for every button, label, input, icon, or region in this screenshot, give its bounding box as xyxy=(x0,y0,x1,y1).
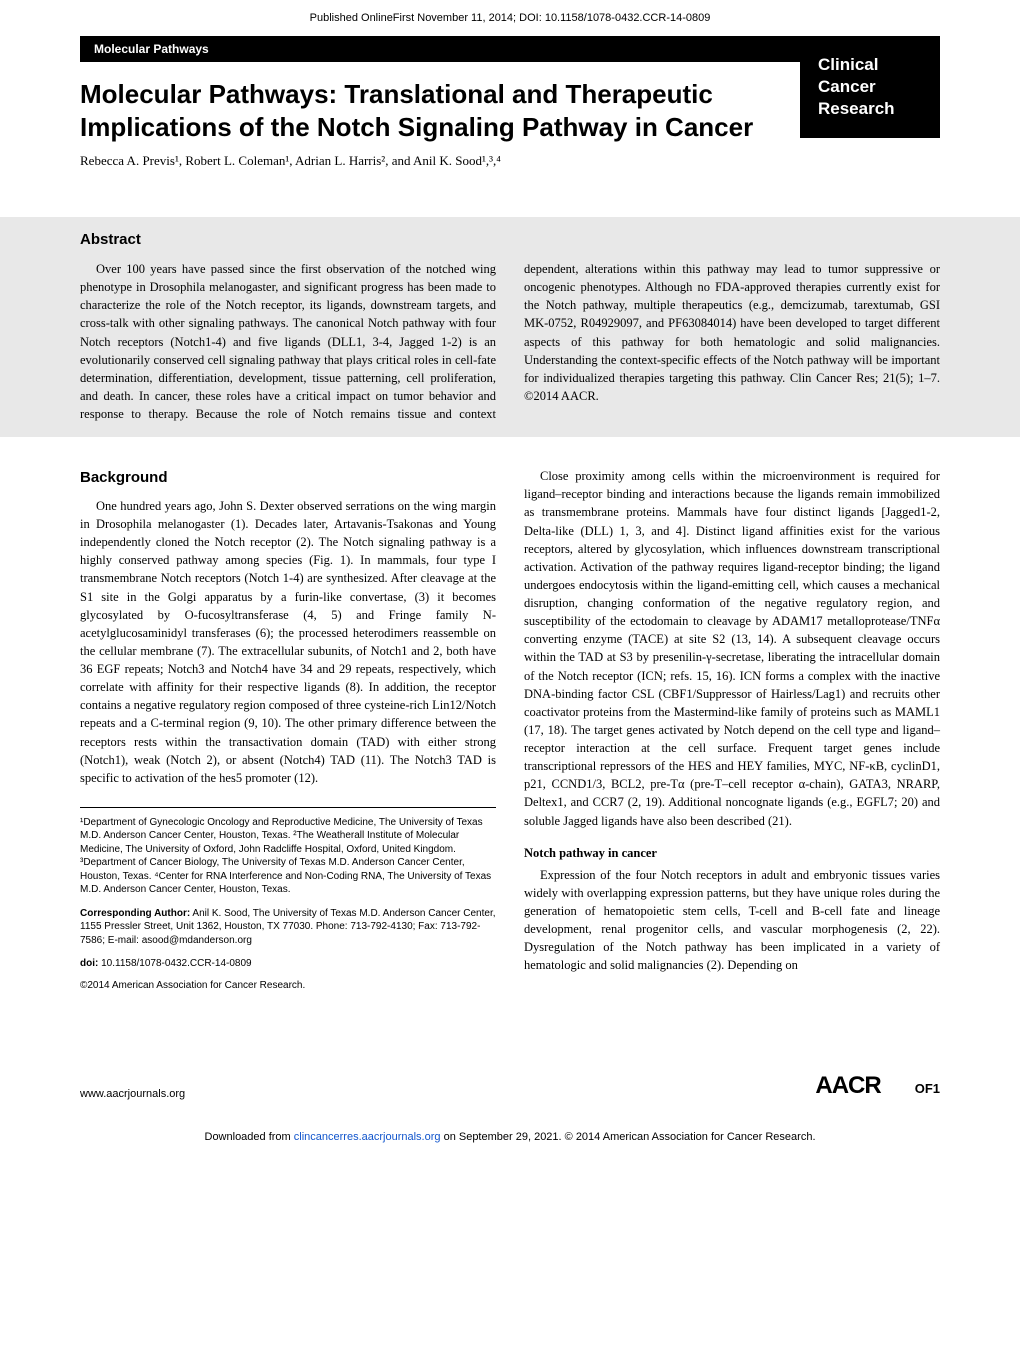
abstract-section: Abstract Over 100 years have passed sinc… xyxy=(0,217,1020,437)
abstract-text: Over 100 years have passed since the fir… xyxy=(80,260,940,423)
header-doi-line: Published OnlineFirst November 11, 2014;… xyxy=(80,0,940,36)
page-number: OF1 xyxy=(915,1081,940,1096)
affiliations-text: ¹Department of Gynecologic Oncology and … xyxy=(80,816,496,897)
journal-line-1: Clinical xyxy=(818,54,922,76)
abstract-heading: Abstract xyxy=(80,231,940,248)
abstract-body: Over 100 years have passed since the fir… xyxy=(80,260,940,423)
journal-line-3: Research xyxy=(818,98,922,120)
article-title: Molecular Pathways: Translational and Th… xyxy=(80,78,780,143)
corresponding-label: Corresponding Author: xyxy=(80,908,190,919)
journal-line-2: Cancer xyxy=(818,76,922,98)
doi-label: doi: xyxy=(80,958,98,969)
download-footer: Downloaded from clincancerres.aacrjourna… xyxy=(0,1120,1020,1165)
journal-name-box: Clinical Cancer Research xyxy=(800,42,940,138)
corresponding-author: Corresponding Author: Anil K. Sood, The … xyxy=(80,907,496,948)
background-heading: Background xyxy=(80,467,496,489)
copyright-text: ©2014 American Association for Cancer Re… xyxy=(80,979,496,993)
notch-cancer-heading: Notch pathway in cancer xyxy=(524,844,940,862)
doi-value: 10.1158/1078-0432.CCR-14-0809 xyxy=(98,958,251,969)
aacr-logo: AACR xyxy=(815,1072,880,1099)
background-para-1: One hundred years ago, John S. Dexter ob… xyxy=(80,497,496,787)
affiliations-block: ¹Department of Gynecologic Oncology and … xyxy=(80,807,496,993)
download-prefix: Downloaded from xyxy=(205,1131,294,1143)
background-para-2: Close proximity among cells within the m… xyxy=(524,467,940,830)
download-suffix: on September 29, 2021. © 2014 American A… xyxy=(441,1131,816,1143)
footer-bar: www.aacrjournals.org AACR OF1 xyxy=(0,1072,1020,1120)
footer-right: AACR OF1 xyxy=(815,1072,940,1100)
body-columns: Background One hundred years ago, John S… xyxy=(80,467,940,992)
copyright-line: ©2014 American Association for Cancer Re… xyxy=(80,979,496,993)
page-container: Published OnlineFirst November 11, 2014;… xyxy=(0,0,1020,1032)
footer-url: www.aacrjournals.org xyxy=(80,1088,185,1100)
author-list: Rebecca A. Previs¹, Robert L. Coleman¹, … xyxy=(80,153,780,169)
download-link[interactable]: clincancerres.aacrjournals.org xyxy=(294,1131,441,1143)
notch-cancer-para-1: Expression of the four Notch receptors i… xyxy=(524,866,940,975)
doi-line: doi: 10.1158/1078-0432.CCR-14-0809 xyxy=(80,957,496,971)
